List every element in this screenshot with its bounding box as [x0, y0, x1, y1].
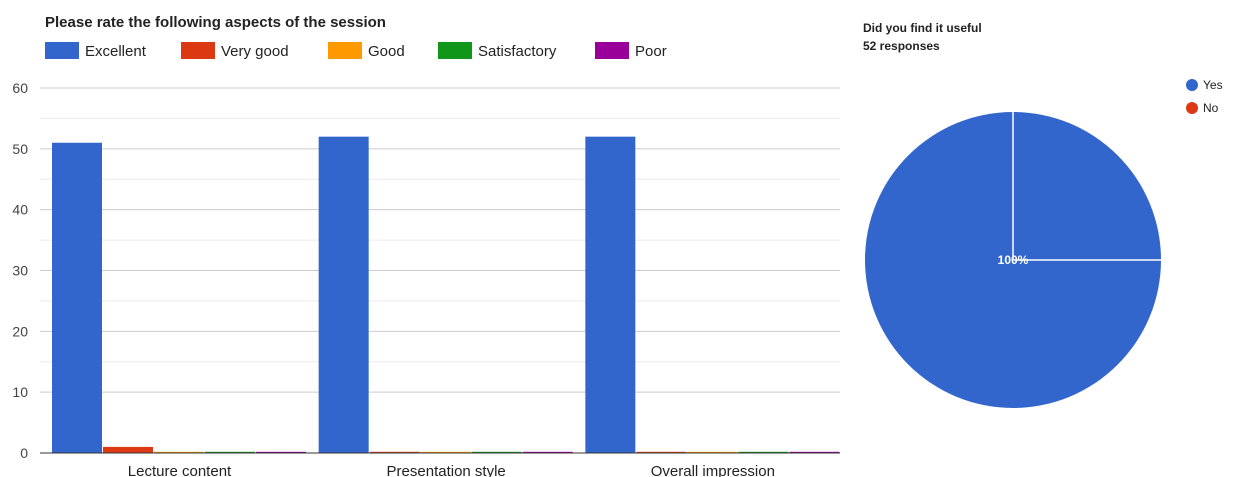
y-tick-label: 60 — [12, 80, 28, 96]
legend-swatch-1 — [181, 42, 215, 59]
bar-0-1 — [103, 446, 153, 453]
bar-1-0 — [318, 136, 369, 453]
y-tick-label: 40 — [12, 202, 28, 218]
x-tick-label: Overall impression — [651, 463, 775, 477]
bar-1-3 — [471, 451, 522, 453]
legend-swatch-4 — [595, 42, 629, 59]
pie-chart-slices — [865, 112, 1161, 408]
bar-2-3 — [738, 451, 789, 453]
pie-chart-legend: Yes No — [1186, 78, 1223, 115]
pie-chart-response-count: 52 responses — [863, 39, 940, 53]
legend-label-3: Satisfactory — [478, 43, 557, 60]
legend-swatch-3 — [438, 42, 472, 59]
y-tick-label: 10 — [12, 384, 28, 400]
legend-label-2: Good — [368, 43, 405, 60]
bar-2-1 — [636, 451, 687, 453]
bar-chart-gridlines — [40, 87, 840, 393]
bar-chart-legend: Excellent Very good Good Satisfactory Poor — [45, 42, 667, 60]
bar-0-3 — [205, 451, 255, 453]
bar-chart-title: Please rate the following aspects of the… — [45, 14, 386, 31]
pie-legend-dot-1 — [1186, 102, 1198, 114]
bar-2-0 — [585, 136, 636, 453]
legend-swatch-0 — [45, 42, 79, 59]
y-tick-label: 30 — [12, 263, 28, 279]
x-tick-label: Lecture content — [128, 463, 232, 477]
pie-legend-label-1: No — [1203, 101, 1219, 115]
pie-chart-title: Did you find it useful — [863, 21, 982, 35]
bar-0-4 — [256, 451, 306, 453]
bar-1-1 — [369, 451, 420, 453]
bar-2-4 — [789, 451, 840, 453]
pie-legend-label-0: Yes — [1203, 78, 1223, 92]
legend-label-0: Excellent — [85, 43, 147, 60]
pie-slice-percent-label: 100% — [998, 253, 1029, 267]
pie-legend-dot-0 — [1186, 79, 1198, 91]
bar-chart-x-axis: Lecture content Presentation style Overall… — [128, 463, 775, 477]
bar-0-0 — [52, 142, 102, 453]
bar-0-2 — [154, 451, 204, 453]
bar-chart-y-axis: 0 10 20 30 40 50 60 — [12, 80, 28, 461]
bar-chart-bars — [40, 136, 840, 454]
rating-bar-chart: Please rate the following aspects of the… — [12, 14, 840, 477]
bar-2-2 — [687, 451, 738, 453]
legend-label-1: Very good — [221, 43, 289, 60]
y-tick-label: 50 — [12, 141, 28, 157]
y-tick-label: 20 — [12, 323, 28, 339]
y-tick-label: 0 — [20, 445, 28, 461]
x-tick-label: Presentation style — [387, 463, 506, 477]
bar-1-4 — [522, 451, 573, 453]
bar-1-2 — [420, 451, 471, 453]
legend-swatch-2 — [328, 42, 362, 59]
legend-label-4: Poor — [635, 43, 667, 60]
useful-pie-chart: Did you find it useful 52 responses 100%… — [863, 21, 1223, 408]
